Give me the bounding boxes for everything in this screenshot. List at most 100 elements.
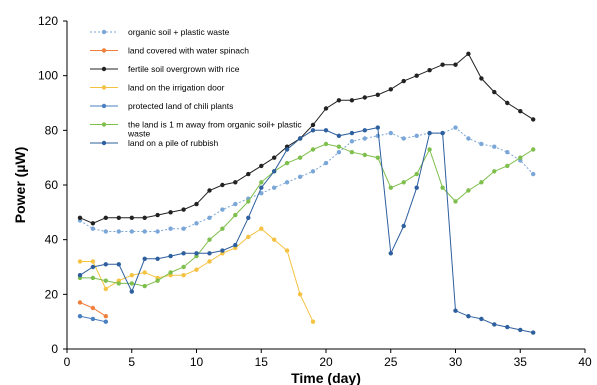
data-point xyxy=(207,215,212,220)
data-point xyxy=(375,92,380,98)
data-point xyxy=(207,259,212,264)
data-point xyxy=(375,133,380,138)
data-point xyxy=(310,169,316,174)
data-point xyxy=(466,136,471,141)
data-point xyxy=(414,133,419,138)
data-point xyxy=(362,136,367,141)
data-point xyxy=(272,155,277,160)
data-point xyxy=(220,207,225,212)
data-point xyxy=(103,278,109,283)
data-point xyxy=(362,95,367,100)
data-point xyxy=(323,106,329,111)
data-point xyxy=(181,226,186,231)
data-point xyxy=(168,210,173,215)
y-axis-label: Power (µW) xyxy=(12,147,28,224)
data-point xyxy=(336,150,342,155)
data-point xyxy=(362,152,367,158)
data-point xyxy=(233,201,238,207)
data-point xyxy=(505,163,510,169)
data-point xyxy=(388,251,393,256)
legend-label: fertile soil overgrown with rice xyxy=(128,64,240,74)
data-point xyxy=(349,98,355,103)
data-point xyxy=(246,234,251,240)
data-point xyxy=(297,174,303,179)
data-point xyxy=(77,273,83,278)
data-point xyxy=(142,283,147,289)
data-point xyxy=(440,130,445,136)
data-point xyxy=(505,150,510,155)
legend-swatch-marker xyxy=(101,122,107,127)
legend-label: protected land of chili plants xyxy=(128,101,233,111)
data-point xyxy=(220,226,225,231)
data-point xyxy=(129,281,134,286)
data-point xyxy=(233,180,238,185)
series-0 xyxy=(77,125,536,234)
data-point xyxy=(103,229,109,234)
data-point xyxy=(116,262,122,267)
data-point xyxy=(323,141,329,147)
data-point xyxy=(336,144,342,149)
axes: 0 5 10 15 20 25 30 35 40 0 20 40 60 80 100 120 xyxy=(38,14,592,369)
x-tick-label: 5 xyxy=(128,355,135,369)
legend-item: fertile soil overgrown with rice xyxy=(90,64,240,74)
data-point xyxy=(492,144,497,149)
data-point xyxy=(388,130,393,136)
data-point xyxy=(518,109,523,114)
data-point xyxy=(233,212,238,218)
data-point xyxy=(297,136,303,141)
data-point xyxy=(142,256,147,261)
legend-label: land on a pile of rubbish xyxy=(128,138,219,148)
data-point xyxy=(466,188,471,193)
data-point xyxy=(388,185,393,190)
data-point xyxy=(90,226,96,231)
data-point xyxy=(531,117,536,122)
data-point xyxy=(181,273,186,278)
data-point xyxy=(103,215,109,220)
data-point xyxy=(155,229,160,234)
data-point xyxy=(492,89,497,95)
data-point xyxy=(272,185,277,190)
data-point xyxy=(103,262,109,267)
data-point xyxy=(220,248,225,253)
data-point xyxy=(90,221,96,226)
data-point xyxy=(207,237,212,242)
data-point xyxy=(388,87,393,92)
data-point xyxy=(155,256,160,261)
legend-label: organic soil + plastic waste xyxy=(128,27,230,37)
y-tick-label: 80 xyxy=(45,123,59,137)
data-point xyxy=(479,141,484,147)
data-point xyxy=(129,229,134,234)
legend-label: land covered with water spinach xyxy=(128,46,249,56)
data-point xyxy=(272,237,277,242)
legend-item: the land is 1 m away from organic soil+ … xyxy=(90,120,302,139)
data-point xyxy=(284,248,290,253)
data-point xyxy=(142,270,147,275)
data-point xyxy=(375,155,380,160)
x-tick-label: 20 xyxy=(319,355,333,369)
x-axis-label: Time (day) xyxy=(291,370,361,385)
data-point xyxy=(90,275,96,281)
x-tick-label: 0 xyxy=(64,355,71,369)
data-point xyxy=(77,314,83,319)
legend-swatch-marker xyxy=(101,85,107,90)
x-tick-label: 15 xyxy=(255,355,269,369)
data-point xyxy=(518,155,523,160)
data-point xyxy=(116,215,122,220)
series-line xyxy=(80,228,314,322)
data-point xyxy=(207,188,212,193)
data-point xyxy=(362,128,367,133)
data-point xyxy=(479,76,484,81)
data-point xyxy=(401,223,406,229)
data-point xyxy=(194,221,199,226)
data-point xyxy=(414,185,419,190)
x-tick-label: 35 xyxy=(514,355,528,369)
data-point xyxy=(155,278,160,283)
data-point xyxy=(336,98,342,103)
data-point xyxy=(77,259,83,264)
data-point xyxy=(401,136,406,141)
data-point xyxy=(518,327,523,333)
data-point xyxy=(155,212,160,218)
data-point xyxy=(531,171,536,177)
data-point xyxy=(207,251,212,256)
